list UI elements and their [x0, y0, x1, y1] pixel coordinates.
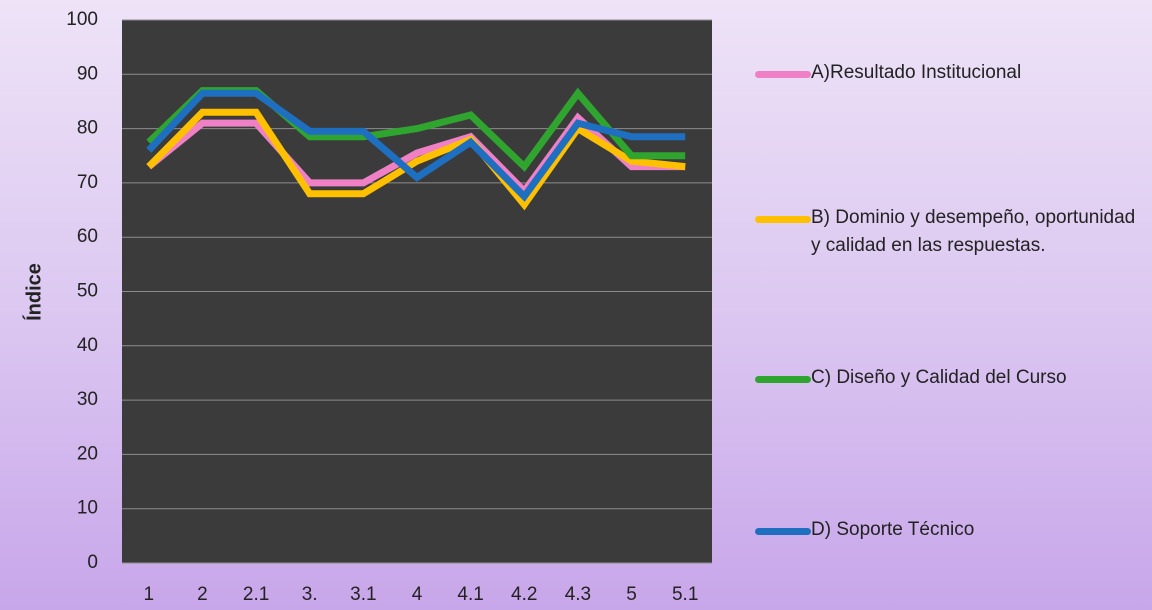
y-tick-label: 20 — [77, 443, 98, 464]
x-tick-label: 2.1 — [243, 584, 269, 605]
y-tick-label: 0 — [87, 552, 98, 573]
y-tick-label: 10 — [77, 498, 98, 519]
x-tick-label: 5 — [626, 584, 637, 605]
legend-swatch — [755, 528, 811, 535]
x-tick-label: 2 — [197, 584, 208, 605]
x-tick-label: 4.3 — [565, 584, 591, 605]
legend-item: C) Diseño y Calidad del Curso — [755, 367, 1150, 392]
y-tick-label: 70 — [77, 172, 98, 193]
y-tick-label: 40 — [77, 335, 98, 356]
x-tick-label: 4.2 — [511, 584, 537, 605]
legend-label: B) Dominio y desempeño, oportunidad y ca… — [811, 207, 1136, 256]
legend-swatch — [755, 376, 811, 383]
legend-item: A)Resultado Institucional — [755, 62, 1150, 87]
x-tick-label: 3.1 — [350, 584, 376, 605]
y-tick-label: 80 — [77, 118, 98, 139]
x-tick-label: 5.1 — [672, 584, 698, 605]
x-tick-label: 4.1 — [457, 584, 483, 605]
series-line — [146, 112, 686, 197]
y-axis-label: Índice — [22, 263, 45, 321]
x-tick-label: 1 — [144, 584, 155, 605]
x-tick-label: 4 — [412, 584, 423, 605]
legend-item: B) Dominio y desempeño, oportunidad y ca… — [755, 207, 1150, 260]
legend-label: C) Diseño y Calidad del Curso — [811, 367, 1067, 388]
legend-label: A)Resultado Institucional — [811, 62, 1022, 83]
y-tick-label: 90 — [77, 63, 98, 84]
y-tick-label: 30 — [77, 389, 98, 410]
y-tick-label: 100 — [66, 9, 98, 30]
legend-swatch — [755, 216, 811, 223]
y-tick-label: 60 — [77, 226, 98, 247]
legend-label: D) Soporte Técnico — [811, 519, 975, 540]
series-line — [146, 108, 686, 211]
x-tick-label: 3. — [302, 584, 318, 605]
legend-swatch — [755, 71, 811, 78]
y-tick-label: 50 — [77, 281, 98, 302]
series-line — [146, 89, 686, 202]
legend-item: D) Soporte Técnico — [755, 519, 1150, 544]
